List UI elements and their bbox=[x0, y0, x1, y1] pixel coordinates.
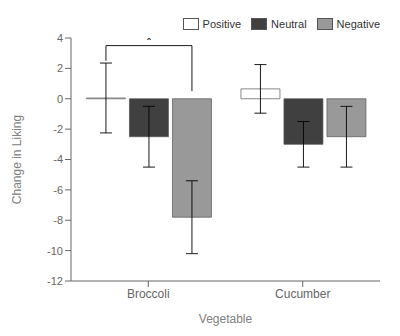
svg-text:-12: -12 bbox=[47, 275, 63, 287]
svg-text:*: * bbox=[146, 38, 152, 48]
svg-text:Broccoli: Broccoli bbox=[127, 287, 170, 301]
svg-text:-4: -4 bbox=[53, 153, 63, 165]
html-text:Negative: Negative bbox=[336, 18, 380, 30]
svg-text:-2: -2 bbox=[53, 123, 63, 135]
svg-text:Cucumber: Cucumber bbox=[275, 287, 330, 301]
svg-text:Change in Liking: Change in Liking bbox=[10, 115, 24, 204]
html-text:Positive: Positive bbox=[202, 18, 242, 30]
svg-text:Vegetable: Vegetable bbox=[199, 312, 253, 326]
svg-text:2: 2 bbox=[57, 62, 63, 74]
svg-text:-10: -10 bbox=[47, 245, 63, 257]
svg-text:-6: -6 bbox=[53, 184, 63, 196]
svg-text:0: 0 bbox=[57, 93, 63, 105]
html-text:Neutral: Neutral bbox=[271, 18, 307, 30]
svg-text:-8: -8 bbox=[53, 214, 63, 226]
svg-text:4: 4 bbox=[57, 32, 63, 44]
